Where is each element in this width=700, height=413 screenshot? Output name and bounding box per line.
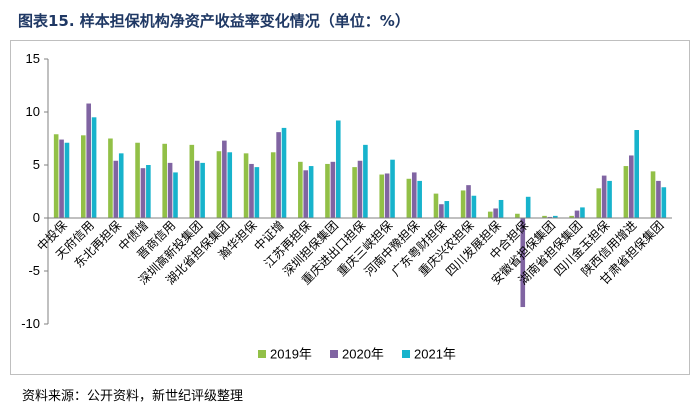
bar	[520, 218, 526, 308]
bar	[59, 139, 64, 218]
bar	[411, 172, 417, 218]
legend-swatch	[330, 350, 338, 358]
bar	[357, 160, 363, 218]
bar	[498, 199, 504, 218]
source-note: 资料来源：公开资料，新世纪评级整理	[22, 389, 244, 404]
bar	[466, 185, 471, 218]
bar	[661, 187, 667, 218]
bar	[417, 180, 422, 218]
bar	[650, 171, 656, 218]
bars	[48, 103, 672, 308]
bar	[91, 117, 97, 218]
bar	[222, 140, 227, 218]
bar	[384, 173, 390, 218]
y-axis: -10 -5 0 5 10 15	[21, 51, 49, 331]
bar	[607, 180, 612, 218]
bar	[352, 167, 357, 218]
figure-title: 图表15. 样本担保机构净资产收益率变化情况（单位：%）	[18, 12, 410, 30]
bar	[656, 180, 661, 218]
bar	[216, 151, 222, 218]
bar	[569, 215, 574, 218]
bar	[547, 216, 553, 218]
bar	[270, 152, 276, 218]
bar	[118, 153, 124, 218]
bar	[542, 215, 547, 218]
y-tick-label: 0	[33, 210, 40, 225]
bar	[53, 134, 59, 218]
legend-swatch	[258, 350, 266, 358]
bar	[390, 159, 395, 218]
bar	[194, 160, 200, 218]
bar	[81, 135, 86, 218]
bar	[439, 204, 444, 218]
bar	[330, 161, 336, 218]
bar	[623, 166, 629, 218]
bar	[325, 163, 330, 218]
bar	[515, 213, 520, 218]
bar	[471, 195, 477, 218]
legend-swatch	[402, 350, 410, 358]
bar	[254, 167, 260, 218]
bar	[189, 144, 195, 218]
legend-label: 2019年	[270, 347, 312, 362]
bar	[108, 138, 113, 218]
bar	[281, 127, 287, 218]
bar	[243, 153, 249, 218]
bar	[493, 208, 498, 218]
bar	[525, 196, 531, 218]
y-tick-label: 10	[26, 104, 40, 119]
bar	[308, 166, 314, 218]
bar	[335, 120, 341, 218]
bar	[135, 142, 140, 218]
bar	[200, 162, 205, 218]
bar	[379, 174, 385, 218]
bar	[574, 210, 580, 218]
bar	[298, 161, 303, 218]
bar	[634, 130, 639, 218]
bar	[580, 207, 585, 218]
y-tick-label: -5	[28, 263, 40, 278]
bar	[276, 132, 281, 218]
legend-label: 2020年	[342, 347, 384, 362]
y-tick-label: -10	[21, 316, 40, 331]
bar	[162, 143, 167, 218]
bar	[406, 178, 412, 218]
bar	[140, 168, 146, 218]
bar	[601, 175, 607, 218]
chart-frame	[10, 40, 690, 375]
x-axis-labels: 中投保天府信用东北再担保中债增晋商信用深圳高新投集团湖北省担保集团瀚华担保中证增…	[34, 218, 667, 288]
legend: 2019年 2020年 2021年	[258, 347, 456, 362]
bar	[64, 142, 70, 218]
y-tick-label: 5	[33, 157, 40, 172]
bar	[487, 211, 493, 218]
bar	[249, 163, 254, 218]
legend-label: 2021年	[414, 347, 456, 362]
bar	[629, 155, 634, 218]
bar	[173, 172, 178, 218]
bar	[363, 144, 368, 218]
bar	[227, 152, 233, 218]
bar	[146, 165, 151, 218]
y-tick-label: 15	[26, 51, 40, 66]
bar	[86, 103, 91, 218]
bar	[596, 188, 602, 218]
bar	[113, 160, 119, 218]
bar	[167, 162, 173, 218]
bar	[433, 193, 439, 218]
bar	[553, 215, 558, 218]
bar	[444, 201, 450, 218]
bar	[460, 190, 466, 218]
bar	[303, 170, 309, 218]
